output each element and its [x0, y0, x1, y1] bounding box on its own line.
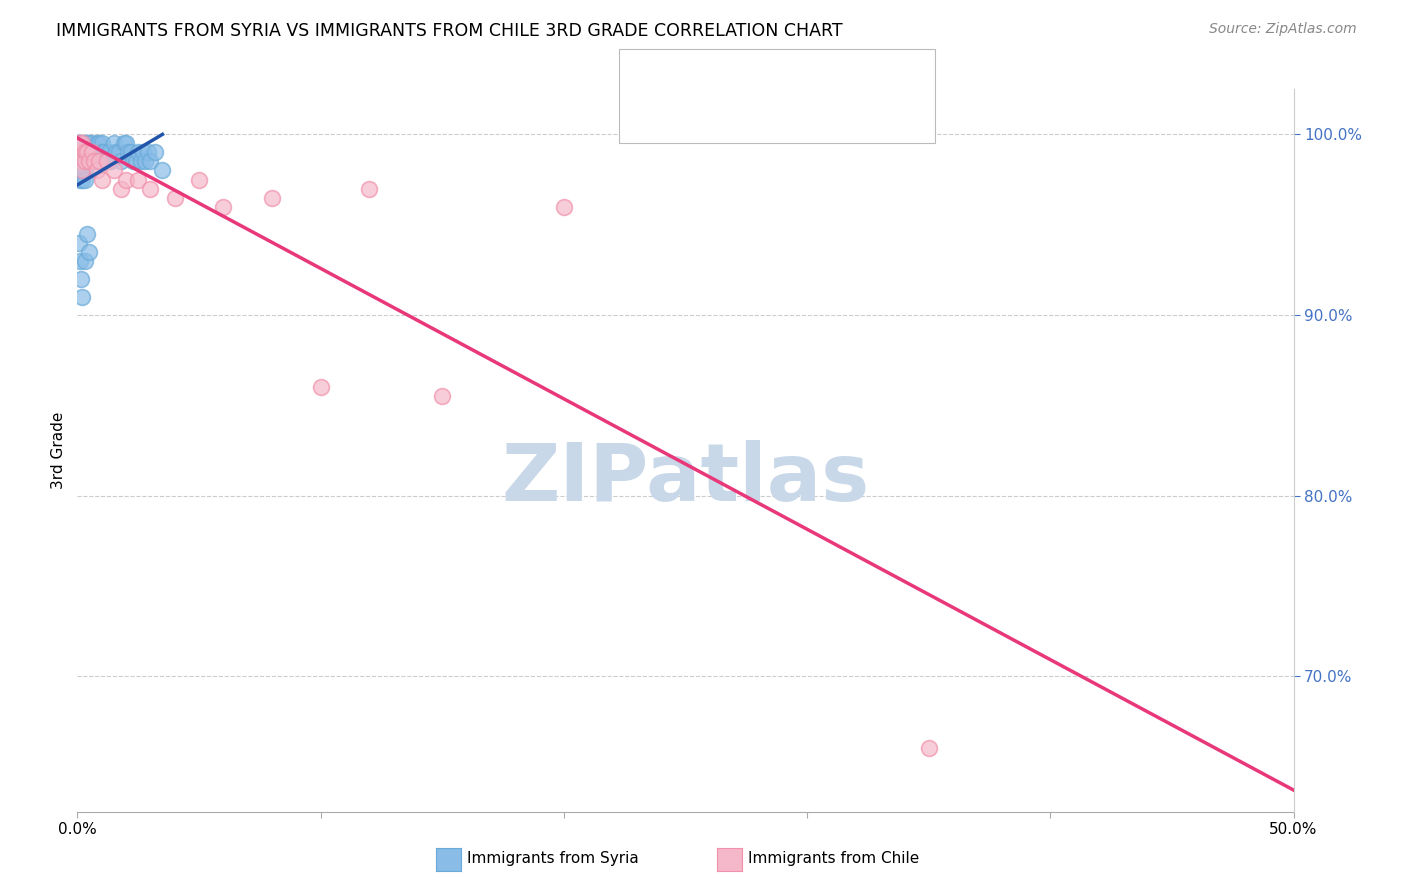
Point	[76, 145, 98, 160]
Point	[86, 136, 108, 151]
Point	[79, 145, 101, 160]
Text: R = -0.868   N = 29: R = -0.868 N = 29	[682, 106, 845, 124]
Point	[134, 154, 156, 169]
Point	[107, 145, 129, 160]
Point	[86, 145, 108, 160]
Point	[127, 172, 149, 186]
Point	[83, 145, 105, 160]
Point	[139, 154, 162, 169]
Point	[73, 145, 96, 160]
Point	[69, 172, 91, 186]
Point	[69, 136, 91, 151]
Point	[73, 145, 96, 160]
Point	[112, 136, 135, 151]
Point	[80, 136, 103, 151]
Point	[132, 145, 155, 160]
Point	[127, 145, 149, 160]
Point	[70, 136, 93, 151]
Point	[430, 389, 453, 403]
Point	[110, 154, 132, 169]
Point	[70, 154, 93, 169]
Text: Immigrants from Syria: Immigrants from Syria	[467, 851, 638, 865]
Point	[90, 145, 112, 160]
Point	[70, 163, 93, 178]
Point	[86, 163, 108, 178]
Point	[110, 181, 132, 195]
Point	[100, 154, 122, 169]
Point	[152, 163, 174, 178]
Point	[143, 145, 166, 160]
Point	[73, 154, 96, 169]
Point	[117, 145, 139, 160]
Text: Source: ZipAtlas.com: Source: ZipAtlas.com	[1209, 22, 1357, 37]
Point	[96, 154, 118, 169]
Text: IMMIGRANTS FROM SYRIA VS IMMIGRANTS FROM CHILE 3RD GRADE CORRELATION CHART: IMMIGRANTS FROM SYRIA VS IMMIGRANTS FROM…	[56, 22, 842, 40]
Point	[359, 181, 381, 195]
Point	[73, 253, 96, 268]
Point	[93, 145, 115, 160]
Point	[80, 145, 103, 160]
Point	[79, 136, 101, 151]
Point	[70, 154, 93, 169]
Point	[115, 172, 138, 186]
Point	[309, 380, 332, 394]
Point	[212, 200, 235, 214]
Point	[918, 741, 941, 756]
Point	[90, 172, 112, 186]
Point	[553, 200, 575, 214]
Point	[136, 145, 159, 160]
Point	[83, 154, 105, 169]
Point	[129, 154, 152, 169]
Point	[70, 136, 93, 151]
Text: Immigrants from Chile: Immigrants from Chile	[748, 851, 920, 865]
Point	[80, 154, 103, 169]
Point	[67, 235, 90, 250]
Point	[90, 136, 112, 151]
Point	[67, 136, 90, 151]
Text: ZIPatlas: ZIPatlas	[502, 441, 869, 518]
Point	[73, 163, 96, 178]
Point	[70, 145, 93, 160]
Point	[69, 145, 91, 160]
Point	[97, 145, 120, 160]
Point	[115, 136, 138, 151]
Point	[103, 136, 125, 151]
Point	[70, 290, 93, 304]
Point	[69, 253, 91, 268]
Point	[120, 145, 142, 160]
Point	[69, 163, 91, 178]
Point	[122, 154, 145, 169]
Point	[76, 154, 98, 169]
Point	[103, 163, 125, 178]
Point	[96, 154, 118, 169]
Point	[76, 227, 98, 241]
Point	[67, 145, 90, 160]
Point	[67, 154, 90, 169]
Point	[72, 163, 94, 178]
Point	[70, 172, 93, 186]
Point	[89, 154, 111, 169]
Point	[125, 154, 148, 169]
Point	[73, 154, 96, 169]
Y-axis label: 3rd Grade: 3rd Grade	[51, 412, 66, 489]
Point	[76, 136, 98, 151]
Point	[139, 181, 162, 195]
Point	[70, 154, 93, 169]
Point	[105, 145, 128, 160]
Point	[76, 145, 98, 160]
Text: R =   0.314   N = 60: R = 0.314 N = 60	[682, 72, 849, 90]
Point	[79, 244, 101, 259]
Point	[79, 154, 101, 169]
Point	[90, 154, 112, 169]
Point	[163, 190, 186, 204]
Point	[73, 172, 96, 186]
Point	[188, 172, 211, 186]
Point	[67, 136, 90, 151]
Point	[260, 190, 283, 204]
Point	[89, 136, 111, 151]
Point	[70, 272, 93, 286]
Point	[83, 154, 105, 169]
